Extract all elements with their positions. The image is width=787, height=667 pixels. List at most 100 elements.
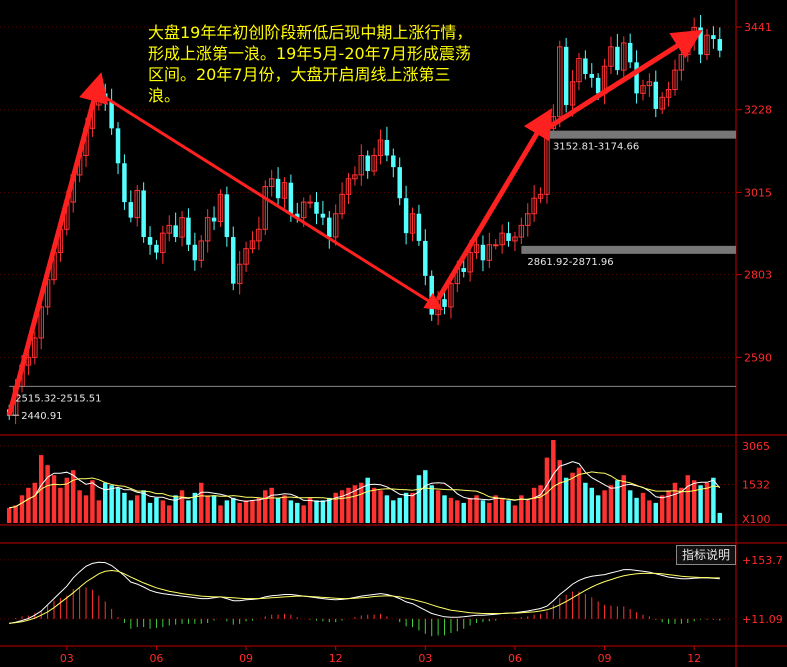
candle-up	[531, 197, 537, 215]
candle-up	[307, 201, 313, 204]
candle-down	[595, 77, 601, 94]
volume-bar	[109, 485, 114, 523]
candle-up	[409, 213, 416, 234]
volume-bar	[691, 480, 697, 523]
volume-bar	[6, 507, 12, 523]
volume-bar	[448, 497, 454, 523]
volume-bar	[167, 505, 172, 523]
volume-bar	[378, 490, 383, 523]
volume-ma-line	[9, 461, 721, 509]
volume-bar	[672, 482, 678, 523]
volume-bar	[256, 497, 262, 523]
candle-down	[109, 101, 114, 129]
candle-up	[640, 85, 646, 94]
volume-bar	[506, 500, 511, 523]
gap-zone-label: 2861.92-2871.96	[527, 257, 613, 268]
volume-bar	[13, 505, 18, 523]
candle-up	[621, 42, 627, 71]
volume-bar	[615, 480, 620, 523]
candle-up	[243, 248, 249, 265]
candle-up	[249, 240, 256, 250]
candle-up	[377, 139, 384, 157]
candle-up	[492, 244, 499, 247]
volume-bar	[90, 480, 95, 523]
volume-bar	[51, 475, 57, 523]
volume-bar	[531, 487, 537, 523]
volume-bar	[397, 497, 402, 523]
volume-bar	[711, 477, 716, 523]
candle-up	[300, 201, 307, 219]
macd-tick-label: +11.09	[742, 613, 783, 626]
candle-up	[704, 34, 710, 56]
candle-up	[659, 96, 665, 110]
candle-up	[608, 46, 614, 67]
candle-down	[154, 244, 159, 253]
candle-up	[525, 213, 531, 226]
volume-bar	[442, 495, 447, 523]
volume-bar	[557, 460, 562, 523]
indicator-help-button[interactable]: 指标说明	[676, 545, 736, 565]
price-tick-label: 3228	[744, 104, 772, 117]
candle-down	[583, 58, 588, 74]
candle-down	[122, 163, 127, 203]
volume-bar	[243, 500, 249, 523]
volume-bar	[128, 500, 134, 523]
candle-down	[391, 155, 396, 168]
wave-arrow	[545, 29, 703, 131]
candle-down	[627, 42, 633, 63]
price-tick-label: 3441	[744, 21, 772, 34]
candle-up	[473, 244, 480, 254]
candle-down	[147, 237, 153, 245]
candle-down	[275, 178, 281, 199]
volume-bar	[58, 487, 63, 523]
candle-down	[634, 62, 639, 94]
candle-up	[217, 193, 224, 222]
candle-down	[429, 275, 434, 315]
volume-bar	[211, 495, 217, 523]
volume-bar	[199, 482, 204, 523]
volume-bar	[173, 495, 178, 523]
volume-bar	[583, 482, 588, 523]
gap-zone-label: 3152.81-3174.66	[553, 142, 639, 153]
volume-bar	[429, 485, 434, 523]
volume-bar	[320, 500, 326, 523]
candle-up	[665, 89, 672, 98]
candle-up	[32, 337, 38, 358]
candle-up	[557, 46, 563, 118]
volume-bar	[416, 475, 422, 523]
volume-bar	[410, 492, 415, 523]
volume-bar	[237, 502, 242, 523]
volume-bar	[365, 477, 370, 523]
volume-bar	[154, 497, 159, 523]
candle-up	[358, 155, 365, 176]
candle-down	[224, 194, 230, 238]
macd-tick-label: +153.7	[742, 554, 783, 567]
volume-bar	[391, 500, 396, 523]
volume-bar	[487, 502, 492, 523]
candle-up	[371, 155, 377, 172]
volume-bar	[231, 497, 236, 523]
wave-arrow	[435, 108, 553, 301]
volume-bar	[218, 505, 223, 523]
candle-down	[192, 244, 198, 261]
volume-bar	[576, 467, 582, 523]
candle-down	[423, 240, 428, 276]
volume-bar	[96, 500, 102, 523]
macd-line	[9, 561, 720, 624]
gap-zone-band	[546, 130, 736, 139]
volume-bar	[333, 492, 338, 523]
candle-down	[186, 217, 191, 245]
volume-bar	[538, 485, 543, 523]
volume-bar	[314, 500, 319, 523]
candle-down	[365, 155, 370, 172]
candle-up	[179, 217, 185, 238]
volume-bar	[659, 495, 665, 523]
volume-bar	[595, 495, 601, 523]
candle-down	[698, 27, 703, 55]
volume-bar	[19, 495, 25, 523]
volume-bar	[282, 495, 287, 523]
volume-bar	[602, 490, 607, 523]
volume-bar	[621, 475, 627, 523]
volume-bar	[570, 472, 575, 523]
